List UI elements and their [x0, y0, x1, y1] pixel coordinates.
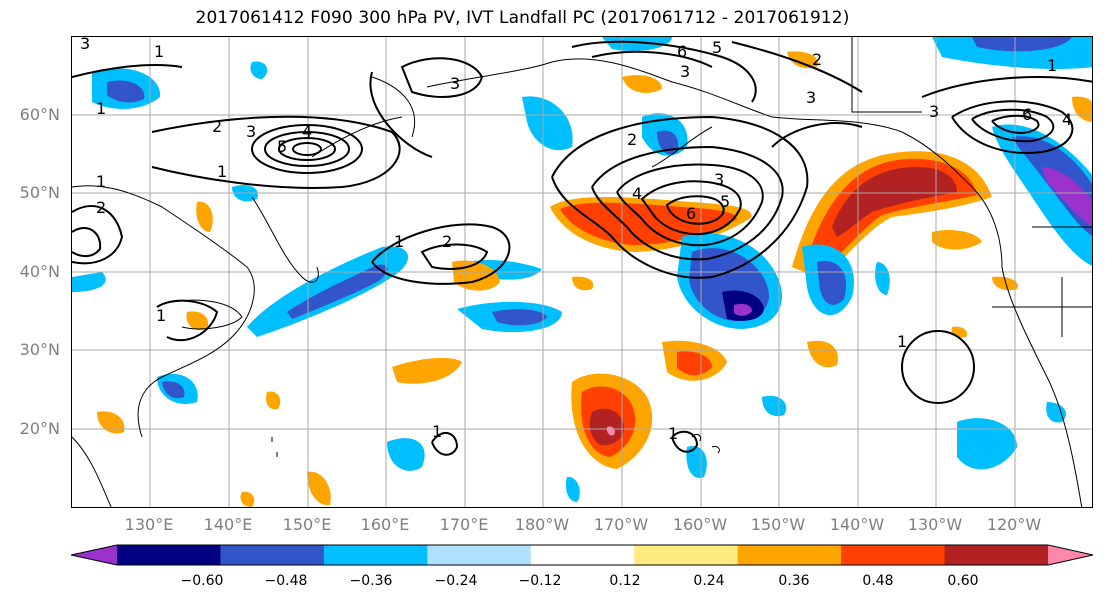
- contour-label: 3: [929, 102, 939, 121]
- colorbar: [70, 544, 1094, 566]
- colorbar-extend-low: [71, 545, 117, 565]
- pv-anomaly-fill: [72, 37, 1092, 507]
- lon-label: 160°W: [672, 515, 728, 534]
- lat-label: 40°N: [19, 262, 60, 281]
- contour-label: 5: [277, 137, 287, 156]
- colorbar-segment: [323, 545, 428, 565]
- lon-label: 160°E: [360, 515, 410, 534]
- lon-label: 170°E: [439, 515, 489, 534]
- map-title: 2017061412 F090 300 hPa PV, IVT Landfall…: [195, 8, 850, 28]
- contour-label: 5: [720, 192, 730, 211]
- contour-label: 1: [156, 306, 166, 325]
- contour-label: 4: [632, 184, 642, 203]
- lon-label: 130°E: [124, 515, 174, 534]
- contour-label: 3: [714, 170, 724, 189]
- colorbar-tick: −0.48: [264, 573, 308, 589]
- lon-label: 140°E: [203, 515, 253, 534]
- contour-label: 4: [1062, 110, 1072, 129]
- colorbar-segment: [530, 545, 635, 565]
- contour-label: 3: [246, 122, 256, 141]
- contour-label: 1: [96, 172, 106, 191]
- colorbar-tick: −0.12: [518, 573, 562, 589]
- colorbar-segment: [737, 545, 842, 565]
- contour-label: 2: [627, 130, 637, 149]
- contour-label: 1: [96, 99, 106, 118]
- colorbar-tick: 0.48: [862, 573, 894, 589]
- contour-label: 2: [212, 117, 222, 136]
- lat-label: 60°N: [19, 105, 60, 124]
- colorbar-outline: [70, 544, 1094, 566]
- contour-label: 1: [897, 332, 907, 351]
- contour-label: 1: [1047, 56, 1057, 75]
- colorbar-tick: 0.60: [947, 573, 979, 589]
- contour-label: 2: [96, 198, 106, 217]
- colorbar-segments: [70, 544, 1094, 566]
- colorbar-tick: 0.24: [693, 573, 725, 589]
- contour-label: 2: [442, 232, 452, 251]
- graticule: [72, 37, 1092, 507]
- contour-label: 6: [1022, 105, 1032, 124]
- colorbar-tick: −0.36: [349, 573, 393, 589]
- contour-label: 1: [394, 232, 404, 251]
- contour-label: 3: [680, 62, 690, 81]
- colorbar-segment: [117, 545, 221, 565]
- lon-label: 120°W: [986, 515, 1042, 534]
- colorbar-tick: −0.60: [180, 573, 224, 589]
- contour-label: 3: [80, 37, 90, 53]
- colorbar-segment: [841, 545, 946, 565]
- lon-label: 140°W: [829, 515, 885, 534]
- pv-contours: [72, 40, 1092, 456]
- lon-label: 170°W: [593, 515, 649, 534]
- contour-label: 3: [806, 88, 816, 107]
- colorbar-segment: [220, 545, 325, 565]
- lat-label: 50°N: [19, 183, 60, 202]
- colorbar-tick: −0.24: [434, 573, 478, 589]
- lon-label: 150°W: [750, 515, 806, 534]
- colorbar-extend-high: [1048, 545, 1093, 565]
- map-panel: 3 1 1 2 3 4 5 1 1 2 3 1 2 6 5 3 2 4 3 5 …: [71, 36, 1093, 508]
- colorbar-tick: 0.36: [778, 573, 810, 589]
- lat-label: 20°N: [19, 419, 60, 438]
- lat-label: 30°N: [19, 340, 60, 359]
- contour-label: 1: [217, 162, 227, 181]
- contour-label: 3: [450, 74, 460, 93]
- lon-label: 130°W: [907, 515, 963, 534]
- contour-label: 6: [686, 204, 696, 223]
- contour-label: 1: [432, 422, 442, 441]
- lon-label: 150°E: [282, 515, 332, 534]
- colorbar-segment: [634, 545, 739, 565]
- colorbar-segment: [427, 545, 532, 565]
- colorbar-tick: 0.12: [609, 573, 641, 589]
- contour-label: 1: [668, 424, 678, 443]
- map-canvas: 3 1 1 2 3 4 5 1 1 2 3 1 2 6 5 3 2 4 3 5 …: [72, 37, 1092, 507]
- contour-label: 6: [677, 42, 687, 61]
- contour-label: 1: [154, 42, 164, 61]
- lon-label: 180°W: [514, 515, 570, 534]
- contour-label: 5: [712, 38, 722, 57]
- contour-labels: 3 1 1 2 3 4 5 1 1 2 3 1 2 6 5 3 2 4 3 5 …: [80, 37, 1072, 443]
- colorbar-segment: [944, 545, 1049, 565]
- contour-label: 2: [812, 50, 822, 69]
- contour-label: 4: [302, 122, 312, 141]
- coastlines: [72, 37, 1092, 507]
